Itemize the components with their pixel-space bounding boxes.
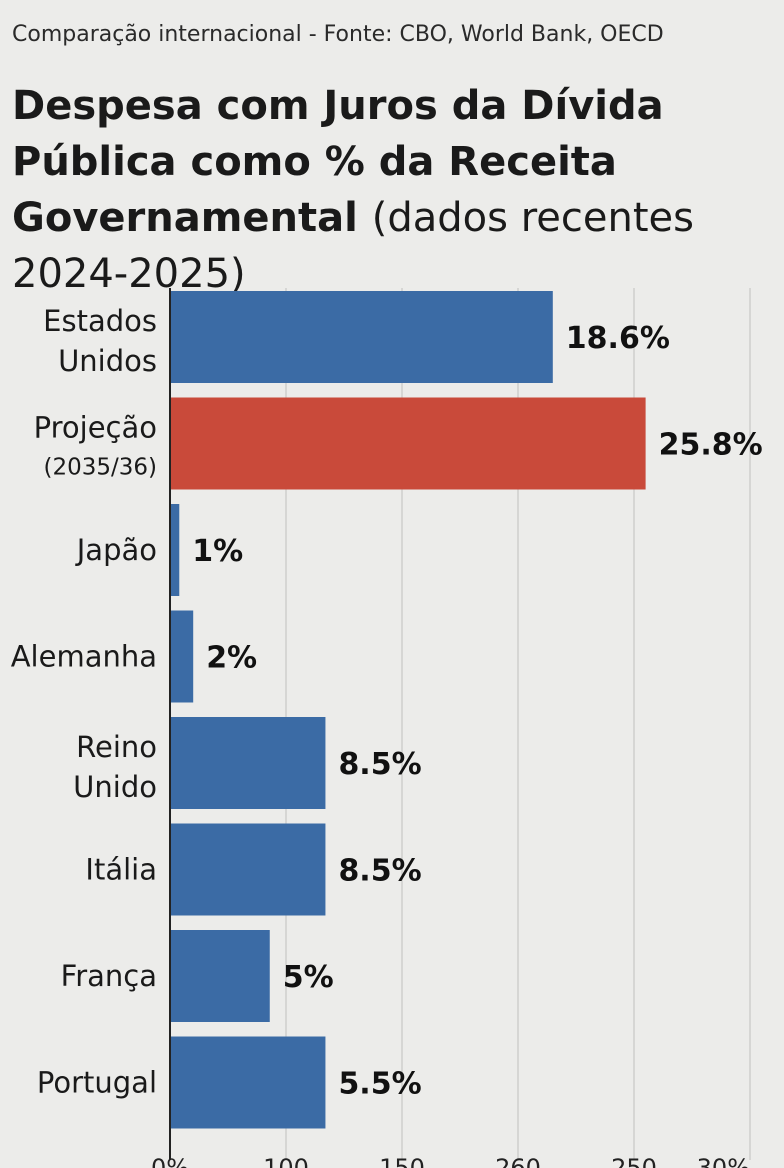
category-label-5: Itália: [85, 853, 157, 887]
bar-5: [170, 823, 326, 916]
x-tick-label-5: 30%: [697, 1154, 750, 1168]
chart-subtitle: Comparação internacional - Fonte: CBO, W…: [12, 22, 664, 47]
bar-3: [170, 610, 194, 703]
x-tick-label-2: 150: [379, 1154, 425, 1168]
category-label-4-line-2: Unido: [73, 770, 157, 804]
bar-2: [170, 504, 180, 596]
category-label-0-line-1: Estados: [43, 304, 157, 338]
value-label-1: 25.8%: [659, 428, 763, 463]
bar-6: [170, 930, 270, 1022]
bar-4: [170, 717, 326, 809]
value-label-6: 5%: [283, 960, 334, 995]
value-label-0: 18.6%: [566, 321, 670, 356]
category-label-1-line-2: (2035/36): [44, 455, 158, 481]
category-label-7: Portugal: [37, 1066, 157, 1100]
x-tick-label-0: 0%: [151, 1154, 189, 1168]
category-label-6: França: [61, 959, 157, 993]
category-label-4-line-1: Reino: [76, 730, 157, 764]
category-label-2: Japão: [75, 533, 157, 567]
x-tick-label-4: 250: [611, 1154, 657, 1168]
chart-title-note: (dados recentes 2024-2025): [12, 195, 694, 297]
x-tick-label-1: 100: [263, 1154, 309, 1168]
bar-7: [170, 1036, 326, 1129]
value-label-3: 2%: [206, 641, 257, 676]
category-label-3: Alemanha: [11, 640, 157, 674]
chart-title: Despesa com Juros da Dívida Pública como…: [12, 78, 772, 302]
category-label-0-line-2: Unidos: [58, 344, 157, 378]
bar-1: [170, 397, 646, 490]
value-label-4: 8.5%: [338, 747, 421, 782]
value-label-2: 1%: [192, 534, 243, 569]
value-label-5: 8.5%: [338, 854, 421, 889]
x-tick-label-3: 260: [495, 1154, 541, 1168]
bar-0: [170, 291, 553, 383]
category-label-1-line-1: Projeção: [34, 411, 157, 445]
value-label-7: 5.5%: [338, 1067, 421, 1102]
chart-title-main: Despesa com Juros da Dívida Pública como…: [12, 83, 664, 241]
